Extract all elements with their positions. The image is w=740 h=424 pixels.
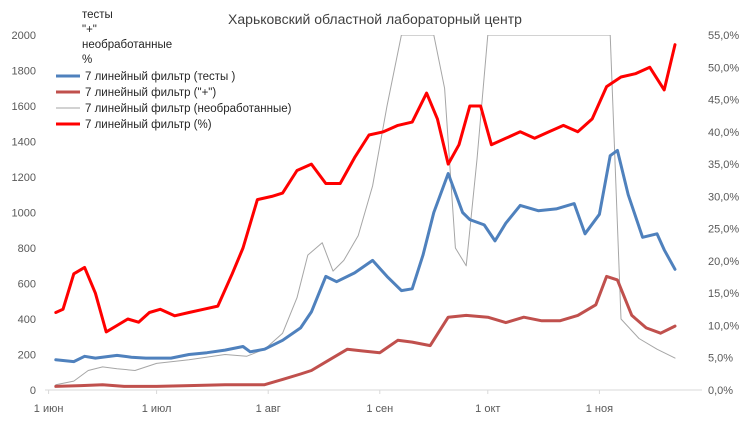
axis-title-line: % (82, 54, 92, 66)
series-line (54, 148, 677, 364)
legend-label: 7 линейный фильтр ("+") (85, 87, 216, 99)
right-tick-label: 40,0% (708, 127, 739, 139)
left-tick-label: 1400 (12, 137, 36, 149)
right-tick-label: 50,0% (708, 62, 739, 74)
right-tick-label: 20,0% (708, 256, 739, 268)
left-tick-label: 400 (18, 314, 36, 326)
legend-label: 7 линейный фильтр (%) (85, 119, 212, 131)
left-tick-label: 1800 (12, 66, 36, 78)
chart-title: Харьковский областной лабораторный центр (228, 11, 522, 27)
right-tick-label: 55,0% (708, 30, 739, 42)
x-tick-label: 1 сен (366, 403, 393, 415)
right-tick-label: 5,0% (708, 353, 733, 365)
left-tick-label: 1600 (12, 101, 36, 113)
right-tick-label: 0,0% (708, 385, 733, 397)
left-tick-label: 800 (18, 243, 36, 255)
axis-title-line: тесты (82, 9, 113, 21)
left-tick-label: 2000 (12, 30, 36, 42)
x-tick-label: 1 окт (475, 403, 500, 415)
left-tick-label: 1200 (12, 172, 36, 184)
legend-label: 7 линейный фильтр (тесты ) (85, 71, 236, 83)
plot-area (54, 35, 677, 388)
left-tick-label: 600 (18, 279, 36, 291)
legend: 7 линейный фильтр (тесты ) 7 линейный фил… (56, 71, 292, 131)
x-tick-label: 1 июл (142, 403, 172, 415)
right-tick-label: 25,0% (708, 224, 739, 236)
right-tick-label: 35,0% (708, 159, 739, 171)
x-tick-label: 1 ноя (586, 403, 613, 415)
right-y-axis: 0,0% 5,0% 10,0% 15,0% 20,0% 25,0% 30,0% 35,0% 40… (708, 30, 739, 397)
left-tick-label: 0 (30, 385, 36, 397)
x-tick-label: 1 июн (34, 403, 64, 415)
axis-title-line: необработанные (82, 39, 172, 51)
series-line (55, 35, 676, 386)
x-tick-label: 1 авг (256, 403, 281, 415)
right-tick-label: 30,0% (708, 191, 739, 203)
legend-label: 7 линейный фильтр (необработанные) (85, 103, 292, 115)
x-axis: 1 июн 1 июл 1 авг 1 сен 1 окт 1 ноя (34, 390, 613, 415)
axis-title-line: "+" (82, 24, 97, 36)
left-y-axis: 0 200 400 600 800 1000 1200 1400 1600 1800 2000 (12, 30, 36, 397)
left-tick-label: 1000 (12, 208, 36, 220)
axis-title-block: тесты "+" необработанные % (82, 9, 172, 66)
series-line (54, 274, 677, 388)
series-line (54, 43, 677, 334)
right-tick-label: 15,0% (708, 288, 739, 300)
right-tick-label: 45,0% (708, 95, 739, 107)
left-tick-label: 200 (18, 350, 36, 362)
right-tick-label: 10,0% (708, 320, 739, 332)
